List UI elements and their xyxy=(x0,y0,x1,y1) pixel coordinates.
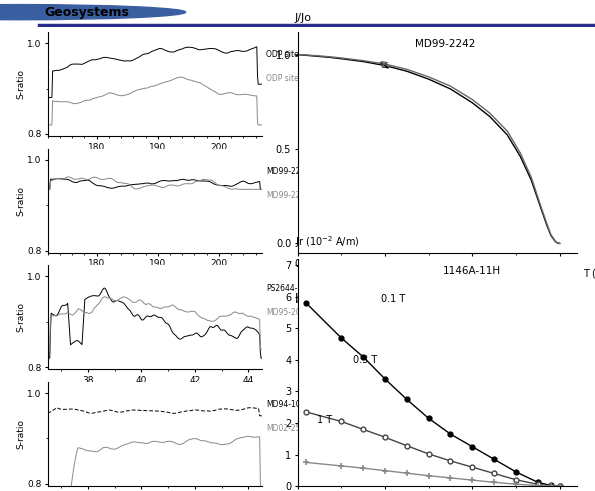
Text: MD02-2552: MD02-2552 xyxy=(266,424,310,433)
Text: Geosystems: Geosystems xyxy=(45,6,130,19)
Text: 1146A-11H: 1146A-11H xyxy=(443,266,501,276)
Text: Jr (10$^{-2}$ A/m): Jr (10$^{-2}$ A/m) xyxy=(295,234,359,250)
Text: J/Jo: J/Jo xyxy=(295,13,312,23)
Text: MD99-2242: MD99-2242 xyxy=(266,167,310,176)
Text: MD95-2034: MD95-2034 xyxy=(266,307,311,317)
Text: ODP site 1146: ODP site 1146 xyxy=(266,74,321,83)
Text: MD99-2242: MD99-2242 xyxy=(415,39,475,49)
Text: 1 T: 1 T xyxy=(317,414,332,425)
X-axis label: Age (kyr): Age (kyr) xyxy=(134,157,176,166)
Y-axis label: S-ratio: S-ratio xyxy=(17,302,26,332)
Y-axis label: S-ratio: S-ratio xyxy=(17,69,26,99)
Text: MD94-103: MD94-103 xyxy=(266,400,306,409)
Y-axis label: S-ratio: S-ratio xyxy=(17,419,26,449)
Text: MD99-2247: MD99-2247 xyxy=(266,191,311,200)
Circle shape xyxy=(0,4,186,20)
Text: ODP site 1145: ODP site 1145 xyxy=(266,51,321,59)
Text: b): b) xyxy=(295,293,308,305)
Y-axis label: S-ratio: S-ratio xyxy=(17,186,26,216)
Text: 0.3 T: 0.3 T xyxy=(353,355,378,365)
Text: PS2644-5: PS2644-5 xyxy=(266,284,302,293)
X-axis label: Age (kyr): Age (kyr) xyxy=(134,273,176,283)
Text: T (C): T (C) xyxy=(583,268,595,278)
X-axis label: Age (kyr): Age (kyr) xyxy=(134,390,176,399)
Text: 0.1 T: 0.1 T xyxy=(381,294,406,304)
